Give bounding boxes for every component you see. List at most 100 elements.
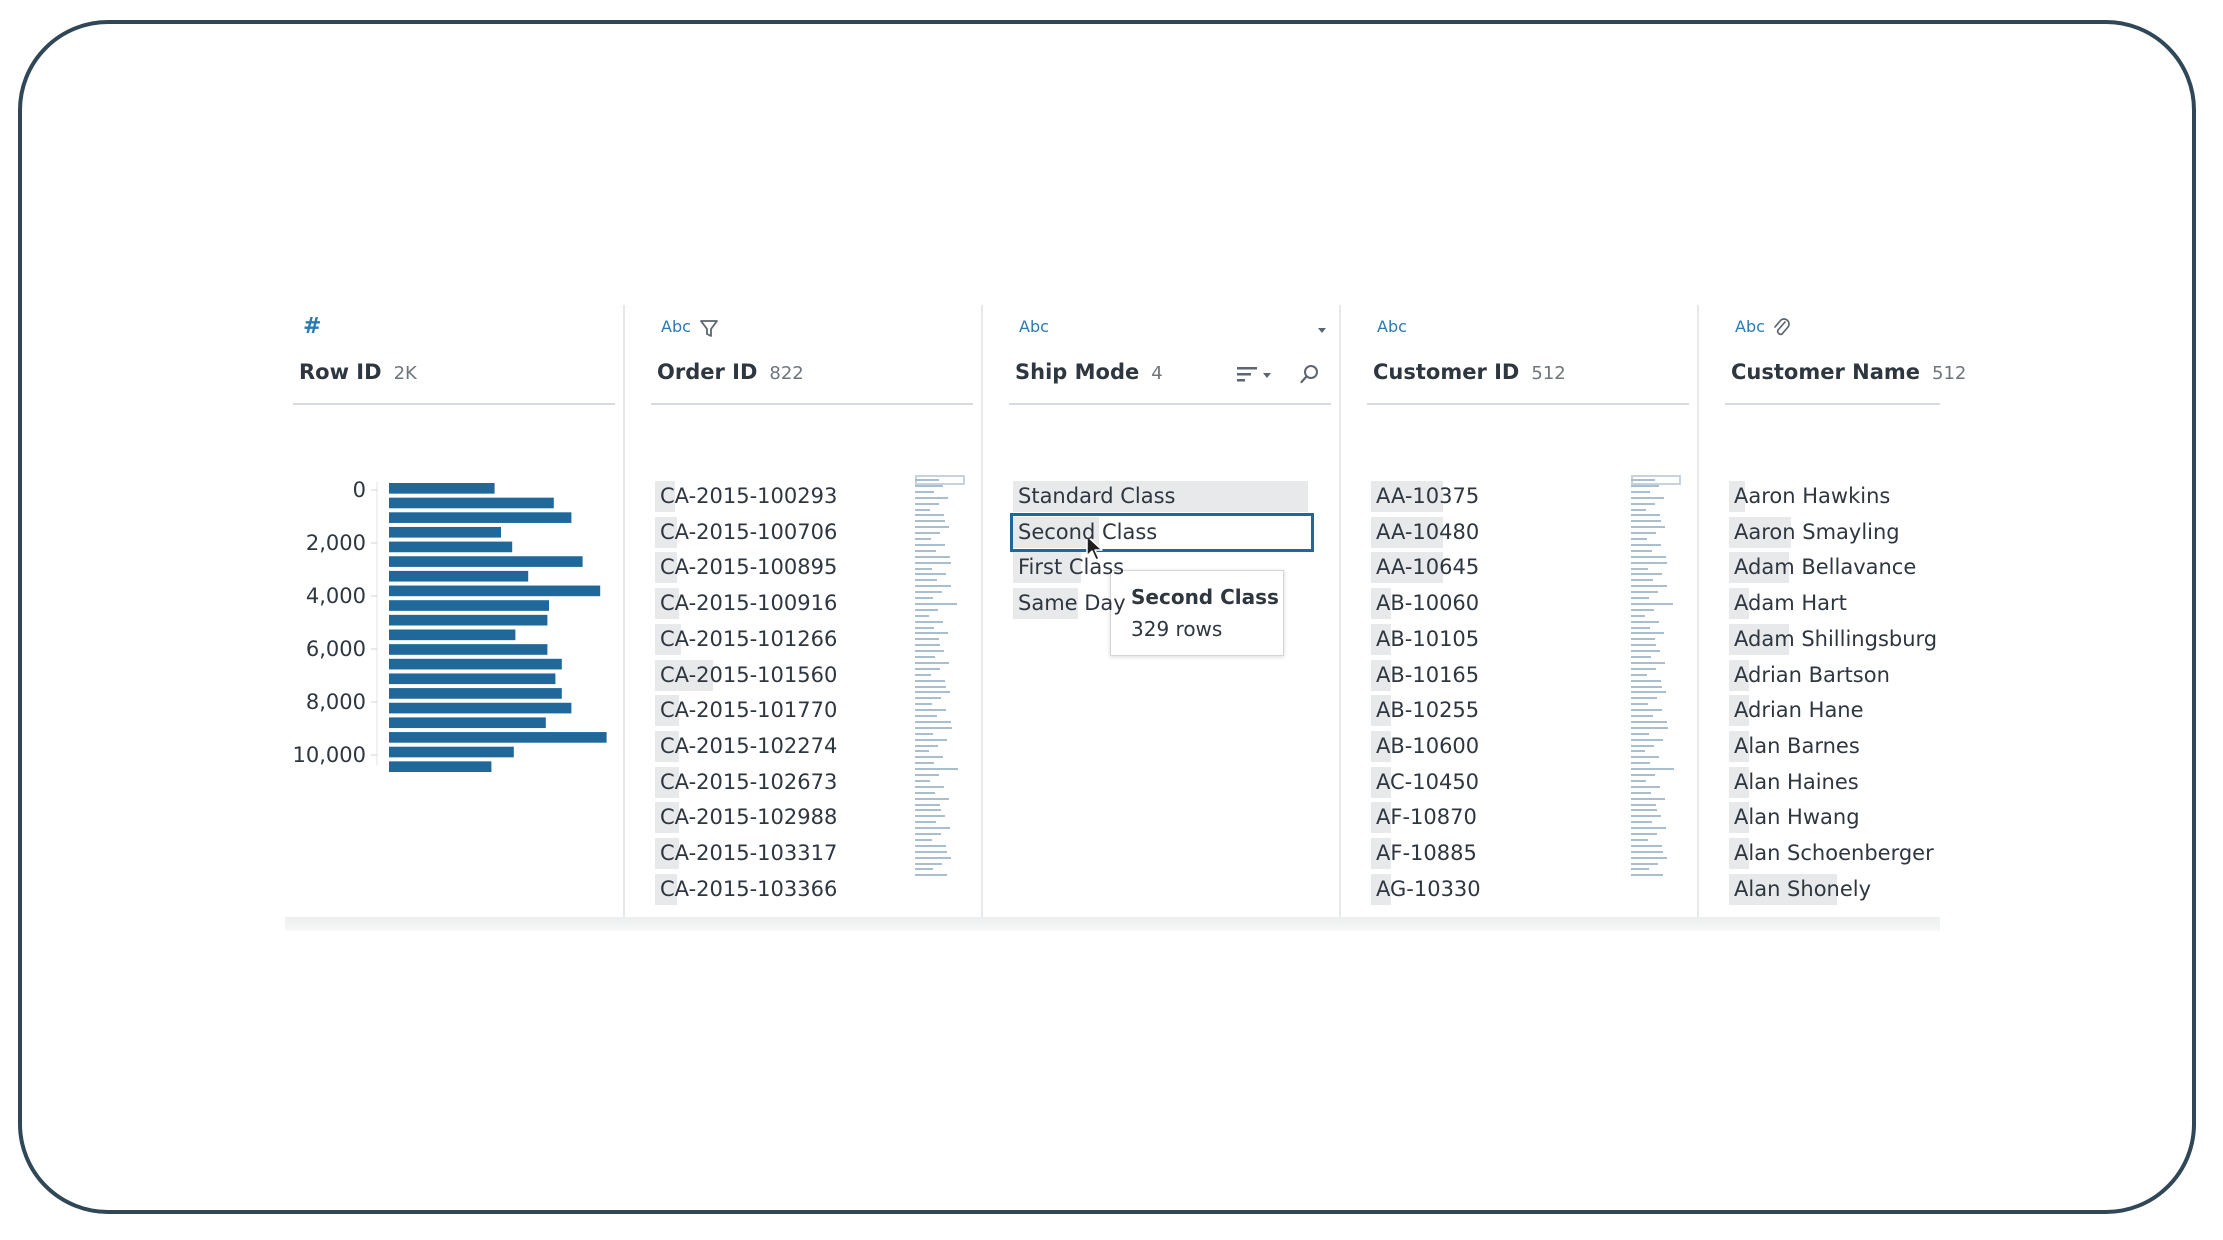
overview-tick — [915, 626, 934, 629]
column-header[interactable]: Abc Customer Name 512 — [1725, 305, 1966, 405]
overview-tick — [1631, 650, 1660, 653]
value-label: AC-10450 — [1376, 769, 1480, 794]
value-item[interactable]: CA-2015-103366 — [655, 873, 837, 906]
value-item[interactable]: Aaron Hawkins — [1729, 480, 1890, 513]
value-item[interactable]: CA-2015-101560 — [655, 659, 837, 692]
overview-tick — [915, 744, 938, 747]
overview-tick — [915, 579, 937, 582]
column-customer-id[interactable]: Abc Customer ID 512 AA-10375 AA-10480 AA-10… — [1359, 305, 1699, 917]
value-item[interactable]: CA-2015-100916 — [655, 587, 837, 620]
value-item[interactable]: CA-2015-101770 — [655, 694, 837, 727]
histogram-bar[interactable] — [389, 732, 607, 743]
value-item[interactable]: Standard Class — [1013, 480, 1308, 513]
column-header[interactable]: # Row ID 2K — [293, 305, 615, 405]
row-id-histogram[interactable]: 0 2,000 4,000 6,000 8,000 10,000 — [285, 455, 623, 845]
column-order-id[interactable]: Abc Order ID 822 CA-2015-100293 CA-2015-10… — [643, 305, 983, 917]
value-item[interactable]: CA-2015-102274 — [655, 730, 837, 763]
histogram-bar[interactable] — [389, 629, 516, 641]
histogram-bar[interactable] — [389, 717, 546, 729]
y-tick-label: 8,000 — [306, 690, 366, 714]
value-item[interactable]: Adam Bellavance — [1729, 551, 1916, 584]
histogram-bar[interactable] — [389, 526, 501, 538]
value-item[interactable]: AG-10330 — [1371, 873, 1481, 906]
search-icon[interactable] — [1299, 363, 1321, 385]
filter-icon[interactable] — [698, 317, 720, 339]
histogram-bar[interactable] — [389, 644, 548, 655]
value-item[interactable]: Second Class — [1010, 512, 1314, 552]
value-item[interactable]: CA-2015-101266 — [655, 623, 837, 656]
value-count-bar — [1013, 552, 1081, 584]
overview-tick — [1631, 614, 1645, 617]
overview-tick — [1631, 732, 1649, 735]
histogram-bar[interactable] — [389, 497, 554, 509]
histogram-bar[interactable] — [389, 614, 548, 626]
value-item[interactable]: AF-10870 — [1371, 801, 1477, 834]
histogram-bar[interactable] — [389, 570, 529, 582]
overview-tick — [1631, 850, 1663, 853]
value-item[interactable]: Same Day — [1013, 587, 1126, 620]
value-item[interactable]: Alan Shonely — [1729, 873, 1871, 906]
value-item[interactable]: AB-10165 — [1371, 659, 1479, 692]
value-item[interactable]: Alan Hwang — [1729, 801, 1860, 834]
histogram-bar[interactable] — [389, 541, 513, 553]
value-item[interactable]: AB-10255 — [1371, 694, 1479, 727]
column-header[interactable]: Abc Ship Mode 4 — [1009, 305, 1331, 405]
value-count-bar — [1371, 552, 1443, 584]
column-header[interactable]: Abc Order ID 822 — [651, 305, 973, 405]
histogram-bar[interactable] — [389, 483, 495, 494]
value-item[interactable]: AB-10060 — [1371, 587, 1479, 620]
histogram-bar[interactable] — [389, 585, 601, 597]
tooltip: Second Class 329 rows — [1110, 570, 1284, 656]
value-item[interactable]: First Class — [1013, 551, 1124, 584]
value-item[interactable]: AB-10600 — [1371, 730, 1479, 763]
value-item[interactable]: AB-10105 — [1371, 623, 1479, 656]
value-item[interactable]: CA-2015-103317 — [655, 837, 837, 870]
overview-tick — [1631, 602, 1673, 605]
histogram-bar[interactable] — [389, 658, 562, 670]
value-item[interactable]: Adam Shillingsburg — [1729, 623, 1937, 656]
value-scroll-overview[interactable] — [915, 475, 971, 885]
overview-tick — [915, 691, 950, 694]
value-item[interactable]: AA-10645 — [1371, 551, 1479, 584]
value-item[interactable]: Adrian Bartson — [1729, 659, 1890, 692]
value-item[interactable]: AA-10375 — [1371, 480, 1479, 513]
value-count-bar — [1013, 481, 1308, 512]
histogram-bar[interactable] — [389, 702, 572, 714]
column-header[interactable]: Abc Customer ID 512 — [1367, 305, 1689, 405]
histogram-bar[interactable] — [389, 556, 583, 567]
value-item[interactable]: Aaron Smayling — [1729, 516, 1900, 549]
value-item[interactable]: Alan Schoenberger — [1729, 837, 1934, 870]
paperclip-icon[interactable] — [1771, 317, 1793, 339]
string-type-icon: Abc — [661, 317, 691, 336]
value-item[interactable]: Alan Haines — [1729, 766, 1859, 799]
value-item[interactable]: AF-10885 — [1371, 837, 1477, 870]
overview-tick — [1631, 591, 1658, 594]
sort-icon[interactable] — [1235, 363, 1275, 385]
value-item[interactable]: CA-2015-102988 — [655, 801, 837, 834]
value-item[interactable]: CA-2015-100706 — [655, 516, 837, 549]
value-item[interactable]: Adrian Hane — [1729, 694, 1864, 727]
value-item[interactable]: CA-2015-100293 — [655, 480, 837, 513]
value-scroll-overview[interactable] — [1631, 475, 1687, 885]
overview-tick — [915, 815, 945, 818]
column-row-id[interactable]: # Row ID 2K 0 2,000 4,000 6,000 8,000 10,000 — [285, 305, 625, 917]
value-item[interactable]: CA-2015-102673 — [655, 766, 837, 799]
value-item[interactable]: Adam Hart — [1729, 587, 1847, 620]
histogram-bar[interactable] — [389, 688, 562, 699]
value-item[interactable]: CA-2015-100895 — [655, 551, 837, 584]
overview-tick — [1631, 709, 1662, 712]
overview-tick — [1631, 573, 1662, 576]
histogram-bar[interactable] — [389, 746, 514, 758]
overview-tick — [915, 809, 941, 812]
histogram-bar[interactable] — [389, 512, 572, 523]
histogram-bar[interactable] — [389, 761, 492, 772]
histogram-bar[interactable] — [389, 673, 556, 685]
overview-tick — [915, 538, 931, 540]
histogram-bar[interactable] — [389, 600, 549, 611]
column-customer-name[interactable]: Abc Customer Name 512 Aaron Hawkins Aaron … — [1717, 305, 1966, 917]
value-item[interactable]: AC-10450 — [1371, 766, 1479, 799]
value-label: AB-10060 — [1376, 591, 1480, 616]
value-item[interactable]: Alan Barnes — [1729, 730, 1860, 763]
chevron-down-icon[interactable] — [1311, 319, 1333, 341]
value-item[interactable]: AA-10480 — [1371, 516, 1479, 549]
